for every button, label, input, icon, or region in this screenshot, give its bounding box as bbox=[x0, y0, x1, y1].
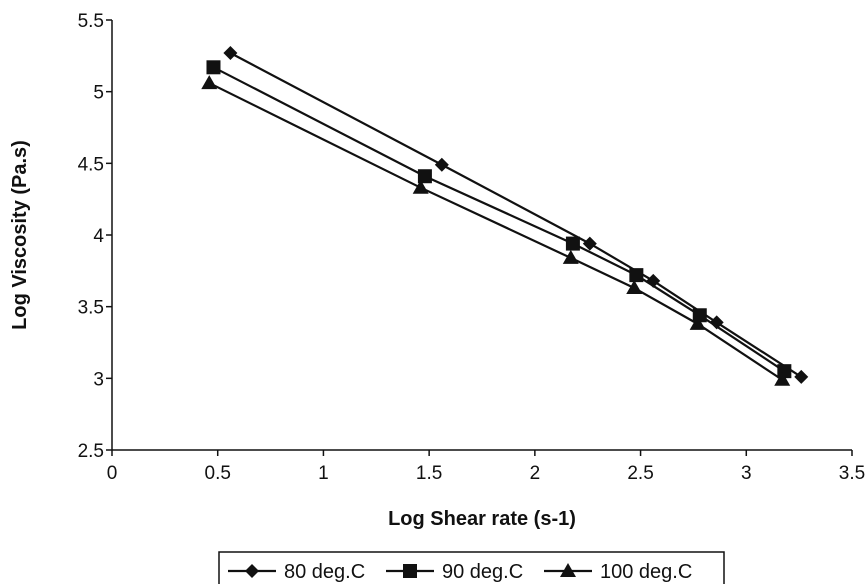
y-tick-label: 5.5 bbox=[78, 11, 104, 32]
legend-label: 80 deg.C bbox=[284, 561, 365, 583]
data-point-triangle bbox=[774, 371, 791, 386]
x-tick-label: 2 bbox=[530, 463, 541, 484]
data-point-triangle bbox=[689, 315, 706, 330]
data-point-diamond bbox=[223, 45, 238, 60]
data-point-square bbox=[206, 60, 221, 75]
x-tick-label: 1.5 bbox=[416, 463, 442, 484]
legend-item: 90 deg.C bbox=[386, 561, 523, 583]
x-tick-label: 2.5 bbox=[627, 463, 653, 484]
y-tick-label: 5 bbox=[93, 83, 104, 104]
data-point-diamond bbox=[582, 236, 597, 251]
data-point-square bbox=[629, 268, 644, 283]
plot-axes bbox=[111, 20, 852, 451]
series-line bbox=[229, 51, 802, 378]
legend-item: 80 deg.C bbox=[228, 561, 365, 583]
data-point-triangle bbox=[560, 563, 576, 577]
legend-box bbox=[218, 551, 725, 584]
series-line bbox=[212, 66, 785, 373]
x-tick-label: 0.5 bbox=[205, 463, 231, 484]
data-point-triangle bbox=[626, 280, 643, 295]
legend-label: 100 deg.C bbox=[600, 561, 692, 583]
series-0 bbox=[223, 45, 809, 384]
legend-item: 100 deg.C bbox=[544, 561, 692, 583]
x-tick-label: 3.5 bbox=[839, 463, 865, 484]
data-point-square bbox=[403, 564, 417, 578]
x-axis-title: Log Shear rate (s-1) bbox=[388, 508, 576, 530]
data-point-diamond bbox=[709, 315, 724, 330]
x-tick-label: 1 bbox=[318, 463, 329, 484]
tick-labels: 0 0.5 1 1.5 2 2.5 3 3.5 2.5 3 3.5 4 4.5 5 5.5 bbox=[78, 11, 866, 484]
y-axis-title: Log Viscosity (Pa.s) bbox=[9, 140, 31, 330]
data-point-triangle bbox=[412, 179, 429, 194]
y-tick-label: 3 bbox=[93, 369, 104, 390]
series-group bbox=[201, 45, 809, 386]
data-point-square bbox=[417, 169, 432, 184]
y-tick-label: 3.5 bbox=[78, 298, 104, 319]
data-point-diamond bbox=[434, 157, 449, 172]
data-point-triangle bbox=[201, 75, 218, 90]
data-point-triangle bbox=[562, 249, 579, 264]
data-point-diamond bbox=[794, 369, 809, 384]
series-2 bbox=[201, 75, 791, 386]
data-point-diamond bbox=[245, 564, 259, 578]
series-1 bbox=[206, 60, 792, 379]
legend-label: 90 deg.C bbox=[442, 561, 523, 583]
y-tick-label: 2.5 bbox=[78, 441, 104, 462]
series-line bbox=[208, 82, 783, 381]
y-tick-label: 4.5 bbox=[78, 154, 104, 175]
legend: 80 deg.C 90 deg.C 100 deg.C bbox=[218, 551, 725, 584]
data-point-square bbox=[565, 236, 580, 251]
tick-marks bbox=[106, 19, 853, 456]
y-tick-label: 4 bbox=[93, 226, 104, 247]
x-tick-label: 3 bbox=[741, 463, 752, 484]
x-tick-label: 0 bbox=[107, 463, 118, 484]
